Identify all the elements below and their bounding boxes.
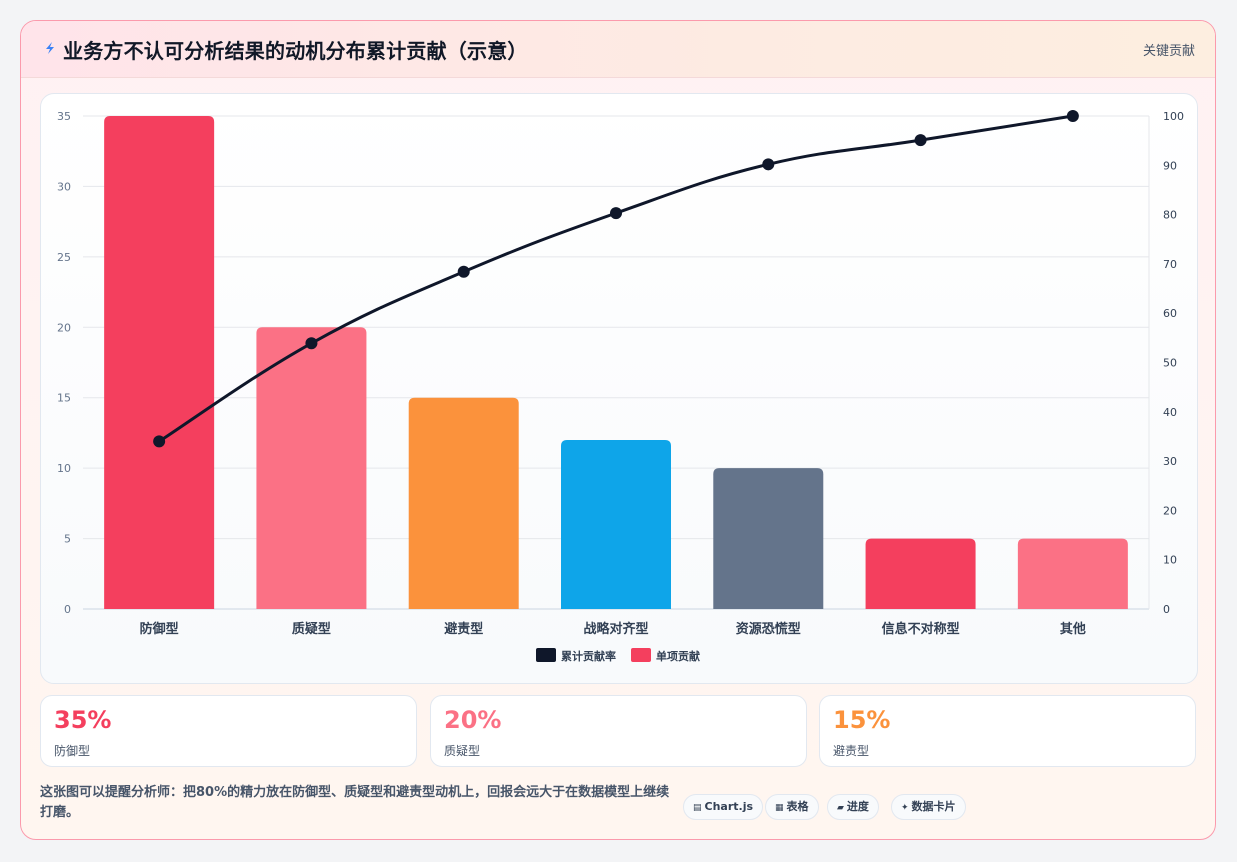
header-tag: 关键贡献 [1142, 44, 1195, 59]
y-left-tick-label: 30 [57, 180, 71, 193]
lightning-icon [46, 42, 54, 54]
stat-value: 20% [444, 706, 502, 734]
y-left-tick-label: 15 [57, 392, 71, 405]
bar [865, 538, 976, 609]
y-right-tick-label: 90 [1163, 159, 1177, 172]
cumulative-point [305, 337, 318, 350]
x-tick-label: 其他 [1060, 621, 1086, 637]
stat-card-blame-avoiding: 15% 避责型 [819, 695, 1196, 767]
chip-label: 进度 [846, 800, 869, 813]
y-right-tick-label: 50 [1163, 357, 1177, 370]
y-right-tick-label: 80 [1163, 209, 1177, 222]
pareto-chart: 0 5 10 15 20 25 30 35 0 10 20 30 40 50 60 70 80 90 100 防御型 质… [57, 110, 1184, 663]
cumulative-point [762, 158, 775, 171]
bar [408, 397, 519, 609]
y-left-tick-label: 5 [64, 533, 71, 546]
bar [713, 468, 824, 609]
y-right-tick-label: 0 [1163, 603, 1170, 616]
x-tick-label: 信息不对称型 [882, 621, 960, 637]
stat-label: 防御型 [54, 744, 91, 758]
y-right-tick-label: 20 [1163, 504, 1177, 517]
y-left-tick-label: 35 [57, 110, 71, 123]
stat-value: 35% [54, 706, 112, 734]
stat-card-defensive: 35% 防御型 [40, 695, 417, 767]
y-right-tick-label: 70 [1163, 258, 1177, 271]
stat-label: 避责型 [833, 744, 870, 758]
x-tick-label: 防御型 [140, 621, 179, 637]
table-icon: ▦ [775, 803, 784, 813]
y-right-tick-label: 40 [1163, 406, 1177, 419]
y-right-tick-label: 60 [1163, 307, 1177, 320]
stat-value: 15% [833, 706, 891, 734]
bar [1017, 538, 1128, 609]
sparkle-icon: ✦ [901, 803, 909, 813]
chip-label: 表格 [786, 800, 809, 813]
x-tick-label: 资源恐慌型 [736, 621, 801, 637]
bar [256, 327, 367, 609]
chart-card: 业务方不认可分析结果的动机分布累计贡献（示意） 关键贡献 0 5 10 15 20 25 3… [20, 20, 1216, 840]
cumulative-point [153, 435, 166, 448]
card-header: 业务方不认可分析结果的动机分布累计贡献（示意） 关键贡献 [21, 21, 1215, 78]
bar [561, 439, 671, 609]
page-title: 业务方不认可分析结果的动机分布累计贡献（示意） [63, 39, 528, 63]
legend-label: 单项贡献 [656, 649, 700, 663]
x-tick-label: 质疑型 [292, 621, 331, 637]
cumulative-point [1066, 110, 1079, 122]
y-left-tick-label: 20 [57, 321, 71, 334]
legend-label: 累计贡献率 [561, 649, 616, 663]
chip-chartjs[interactable]: ▤ Chart.js [683, 794, 764, 820]
y-left-tick-label: 10 [57, 462, 71, 475]
chip-data-card[interactable]: ✦ 数据卡片 [891, 794, 966, 820]
x-tick-label: 战略对齐型 [583, 621, 648, 637]
stat-card-questioning: 20% 质疑型 [430, 695, 807, 767]
stat-label: 质疑型 [444, 744, 481, 758]
y-right-tick-label: 10 [1163, 554, 1177, 567]
y-left-tick-label: 0 [64, 603, 71, 616]
x-tick-label: 避责型 [444, 621, 483, 637]
cumulative-point [457, 265, 470, 278]
legend-swatch [536, 648, 556, 662]
chart-panel: 0 5 10 15 20 25 30 35 0 10 20 30 40 50 60 70 80 90 100 防御型 质… [40, 93, 1198, 684]
progress-icon: ▰ [837, 803, 844, 813]
chart-icon: ▤ [693, 803, 702, 813]
chip-table[interactable]: ▦ 表格 [765, 794, 819, 820]
chip-label: 数据卡片 [911, 800, 956, 813]
cumulative-point [610, 207, 622, 220]
y-right-tick-label: 100 [1163, 110, 1184, 123]
legend-swatch [631, 648, 651, 662]
footer-note: 这张图可以提醒分析师：把80%的精力放在防御型、质疑型和避责型动机上，回报会远大… [40, 785, 670, 820]
chip-progress[interactable]: ▰ 进度 [827, 794, 879, 820]
cumulative-point [914, 134, 927, 147]
y-left-tick-label: 25 [57, 251, 71, 264]
chip-label: Chart.js [704, 800, 754, 813]
y-right-tick-label: 30 [1163, 455, 1177, 468]
bar [104, 116, 215, 609]
